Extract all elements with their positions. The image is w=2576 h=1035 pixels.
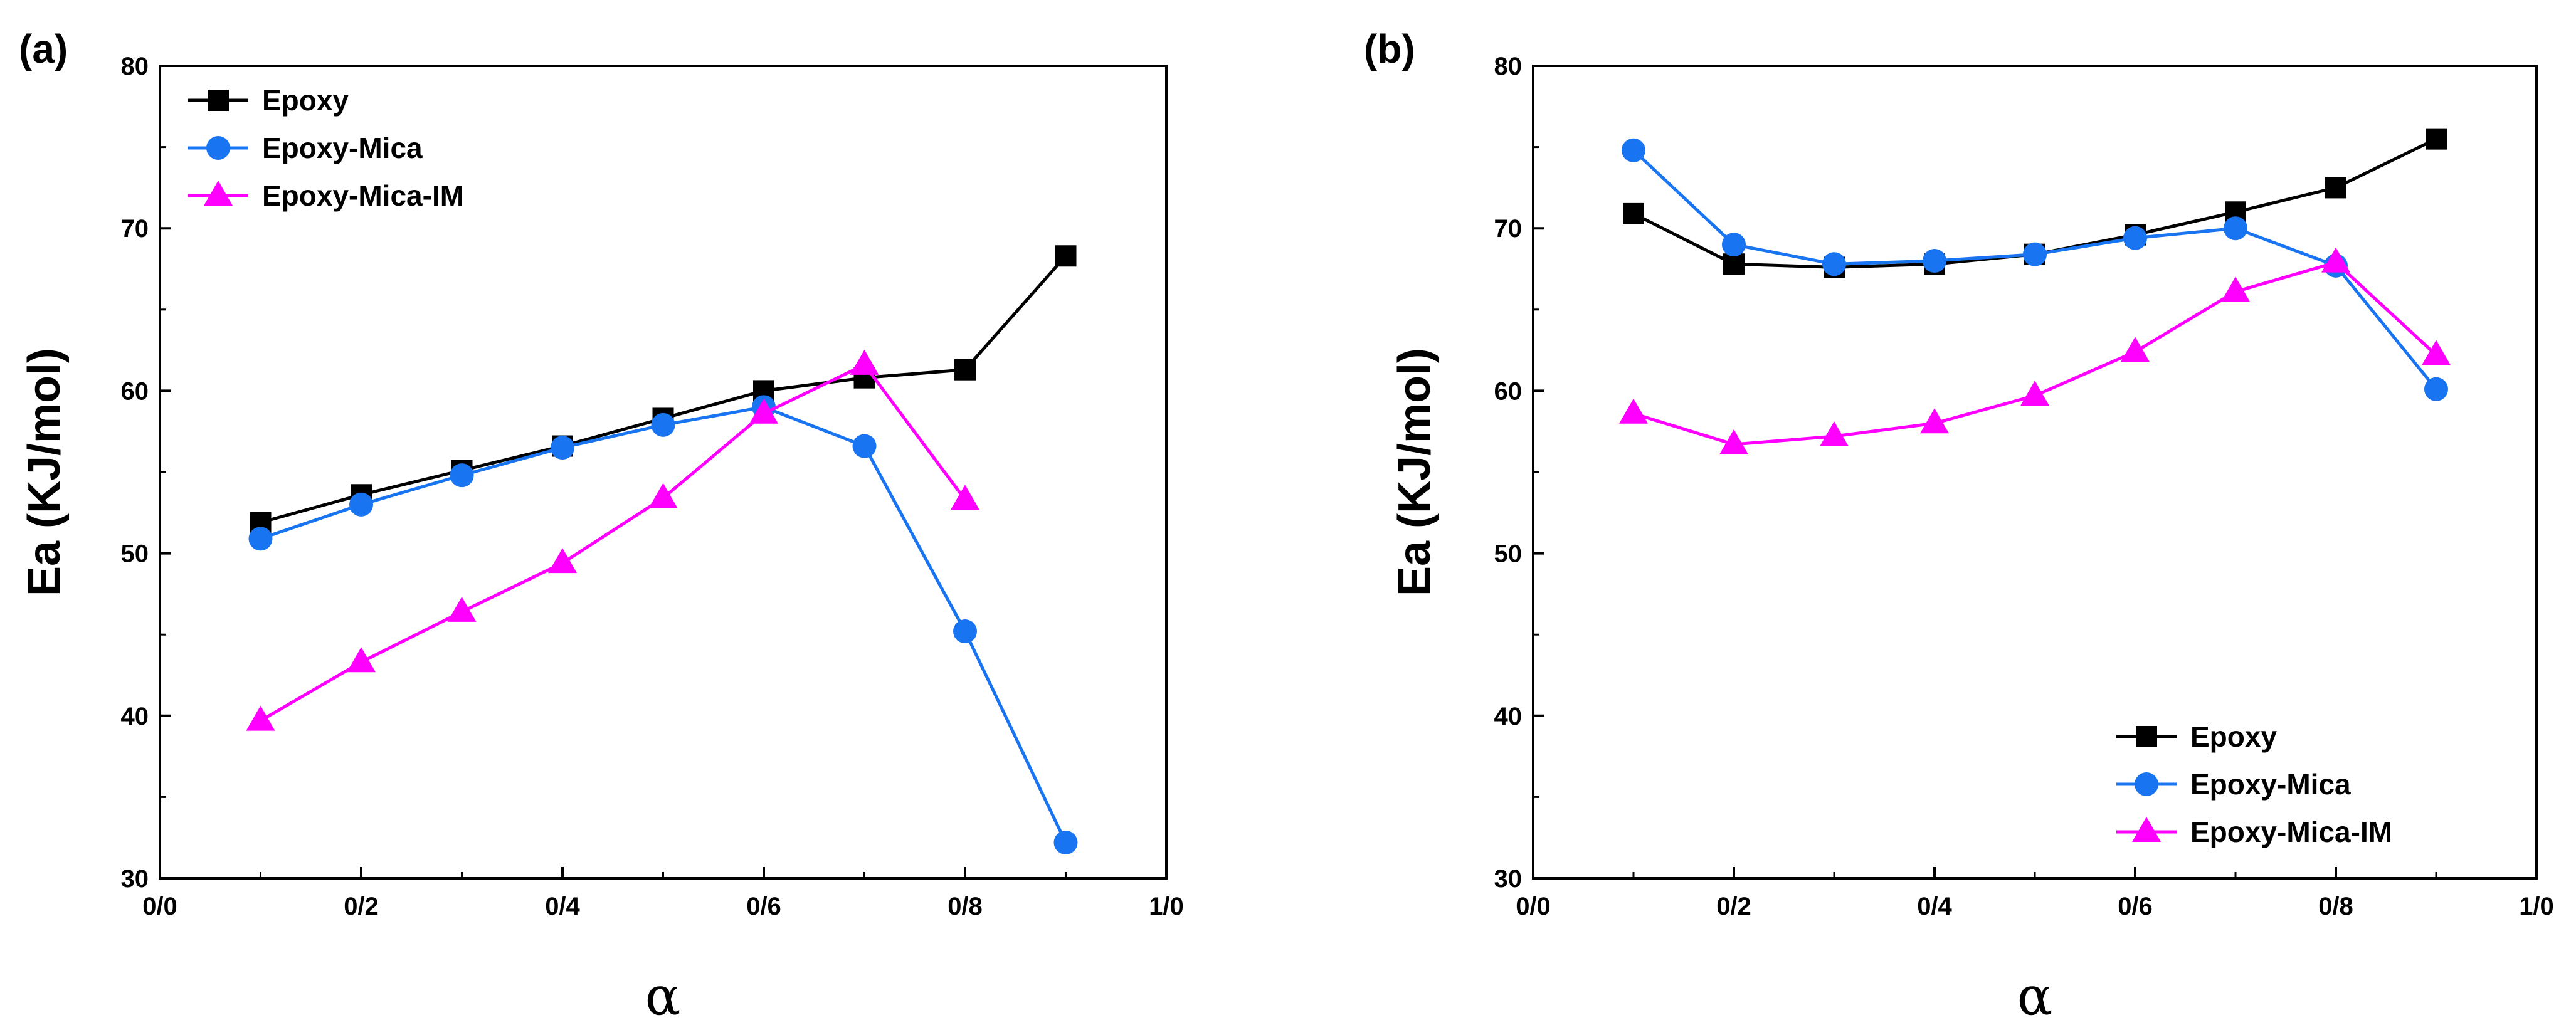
panel-a-x-tick-label: 0/8 [948,893,983,920]
panel-a-series-epoxy-mica-im-point [447,596,477,622]
panel-b-series-epoxy-mica-point [2224,216,2247,241]
panel-a-legend-epoxy-marker [208,90,229,111]
panel-a-y-tick-label: 40 [121,703,149,730]
panel-b-label: (b) [1364,26,1415,71]
panel-b-series-epoxy-mica-im-point [1619,398,1648,424]
panel-b-plot-frame [1532,65,2538,880]
panel-a-x-axis-title: α [645,965,681,1027]
panel-b-legend-epoxy-marker [2136,726,2157,747]
panel-a-series-epoxy-mica-point [852,434,877,458]
panel-a-legend: Epoxy Epoxy-Mica Epoxy-Mica-IM [188,84,464,212]
panel-b-series-epoxy-point [2426,128,2447,150]
panel-b-series-epoxy-mica-im-point [2020,381,2049,406]
panel-b-x-axis-title: α [2017,965,2053,1027]
panel-b-series-epoxy-mica-point [2023,242,2047,266]
panel-b-legend-epoxy-mica-im-marker [2132,817,2161,842]
panel-b-legend-epoxy-mica-marker [2135,772,2158,796]
panel-b-series-epoxy-point [1723,253,1745,275]
panel-a-series-epoxy-mica-im-point [347,647,376,673]
panel-b-legend-label: Epoxy-Mica-IM [2190,816,2392,848]
panel-b-series [1619,128,2451,454]
panel-b-series-epoxy-mica-point [1822,252,1846,276]
panel-a-series-epoxy-point [954,359,976,381]
panel-b-x-tick-label: 0/6 [2118,893,2153,920]
panel-b-tick-marks [1532,65,2538,880]
panel-b-x-ticks: 0/0 0/2 0/4 0/6 0/8 1/0 [1516,893,2554,920]
panel-a-y-tick-label: 70 [121,215,149,243]
panel-b-y-ticks: 30 40 50 60 70 80 [1494,53,1523,893]
panel-a-series-epoxy-line [260,255,1067,524]
panel-a-series-epoxy-mica-point [349,492,373,517]
panel-a-legend-epoxy-mica-marker [206,136,230,160]
panel-a-legend-label: Epoxy-Mica-IM [262,179,464,212]
panel-b-series-epoxy-mica-im-point [1820,421,1849,446]
panel-a-series-epoxy-mica-im-point [648,483,678,508]
panel-a-series-epoxy-mica-im-point [850,349,879,375]
panel-a-series-epoxy-mica-point [551,436,574,460]
panel-b-series-epoxy-mica-point [1923,249,1946,273]
panel-b-legend-label: Epoxy-Mica [2190,768,2351,801]
panel-a-series-epoxy-mica-point [450,463,474,488]
panel-b-x-tick-label: 1/0 [2519,893,2554,920]
panel-a-x-ticks: 0/0 0/2 0/4 0/6 0/8 1/0 [142,893,1184,920]
panel-b-series-epoxy-mica-im-point [2121,337,2150,362]
panel-a-x-tick-label: 0/6 [746,893,781,920]
panel-b-series-epoxy-mica-point [2123,226,2147,250]
panel-b-series-epoxy-mica-point [1622,138,1645,162]
panel-b-series-epoxy-mica-im-point [2221,276,2250,302]
panel-a-y-tick-label: 50 [121,540,149,568]
panel-a-y-axis-title: Ea (KJ/mol) [19,348,70,596]
panel-a-series-epoxy-mica-point [1053,830,1078,854]
panel-a-series-epoxy-mica-im-point [951,485,979,510]
panel-a-series-epoxy-mica-im-point [246,705,275,731]
panel-a-y-tick-label: 60 [121,377,149,405]
panel-b-y-tick-label: 40 [1494,703,1523,730]
panel-a-y-tick-label: 80 [121,53,149,80]
panel-a-x-tick-label: 0/4 [545,893,580,920]
panel-b-x-tick-label: 0/4 [1917,893,1952,920]
panel-b-series-epoxy-point [1623,202,1644,224]
panel-b-series-epoxy-mica-point [1722,233,1746,257]
panel-b-legend-label: Epoxy [2190,720,2277,753]
panel-b-x-tick-label: 0/8 [2318,893,2353,920]
panel-b-legend: Epoxy Epoxy-Mica Epoxy-Mica-IM [2116,720,2392,848]
panel-b-x-tick-label: 0/2 [1716,893,1751,920]
panel-b-series-epoxy-mica-im-point [2422,340,2451,365]
panel-a-legend-epoxy-mica-im-marker [204,181,233,206]
panel-a-legend-label: Epoxy [262,84,349,117]
panel-a: (a) 0/0 0/2 0/4 0/6 0/8 1/0 30 40 50 60 … [19,26,1184,1027]
panel-b-y-axis-title: Ea (KJ/mol) [1390,348,1440,596]
panel-a-series-epoxy-mica-im-line [260,363,967,722]
panel-a-series-epoxy-mica-point [248,527,273,551]
panel-a-legend-label: Epoxy-Mica [262,132,423,164]
panel-a-x-tick-label: 0/0 [142,893,177,920]
panel-a-label: (a) [19,26,68,71]
panel-a-y-ticks: 30 40 50 60 70 80 [121,53,149,893]
panel-a-series-epoxy-mica-point [651,412,675,437]
panel-a-series [246,245,1078,854]
panel-b: (b) 0/0 0/2 0/4 0/6 0/8 1/0 30 40 50 60 … [1364,26,2554,1027]
panel-b-y-tick-label: 80 [1494,53,1523,80]
panel-b-y-tick-label: 60 [1494,377,1523,405]
panel-b-series-epoxy-mica-im-point [2321,247,2350,273]
panel-b-series-epoxy-mica-im-point [1719,429,1748,454]
panel-a-x-tick-label: 1/0 [1149,893,1184,920]
panel-a-series-epoxy-mica-im-point [749,398,778,424]
panel-a-series-epoxy-mica-im-point [548,548,577,574]
panel-b-series-epoxy-mica-im-point [1920,408,1949,434]
panel-a-y-tick-label: 30 [121,865,149,893]
panel-b-series-epoxy-mica-point [2424,377,2448,401]
panel-b-y-tick-label: 30 [1494,865,1523,893]
panel-a-series-epoxy-mica-point [953,619,977,644]
panel-b-y-tick-label: 50 [1494,540,1523,568]
panel-a-x-tick-label: 0/2 [344,893,379,920]
panel-a-series-epoxy-point [1055,245,1077,267]
panel-b-y-tick-label: 70 [1494,215,1523,243]
panel-b-series-epoxy-mica-im-line [1633,261,2437,446]
panel-a-tick-marks [159,65,1168,880]
panel-b-series-epoxy-point [2325,177,2346,199]
panel-b-x-tick-label: 0/0 [1516,893,1551,920]
